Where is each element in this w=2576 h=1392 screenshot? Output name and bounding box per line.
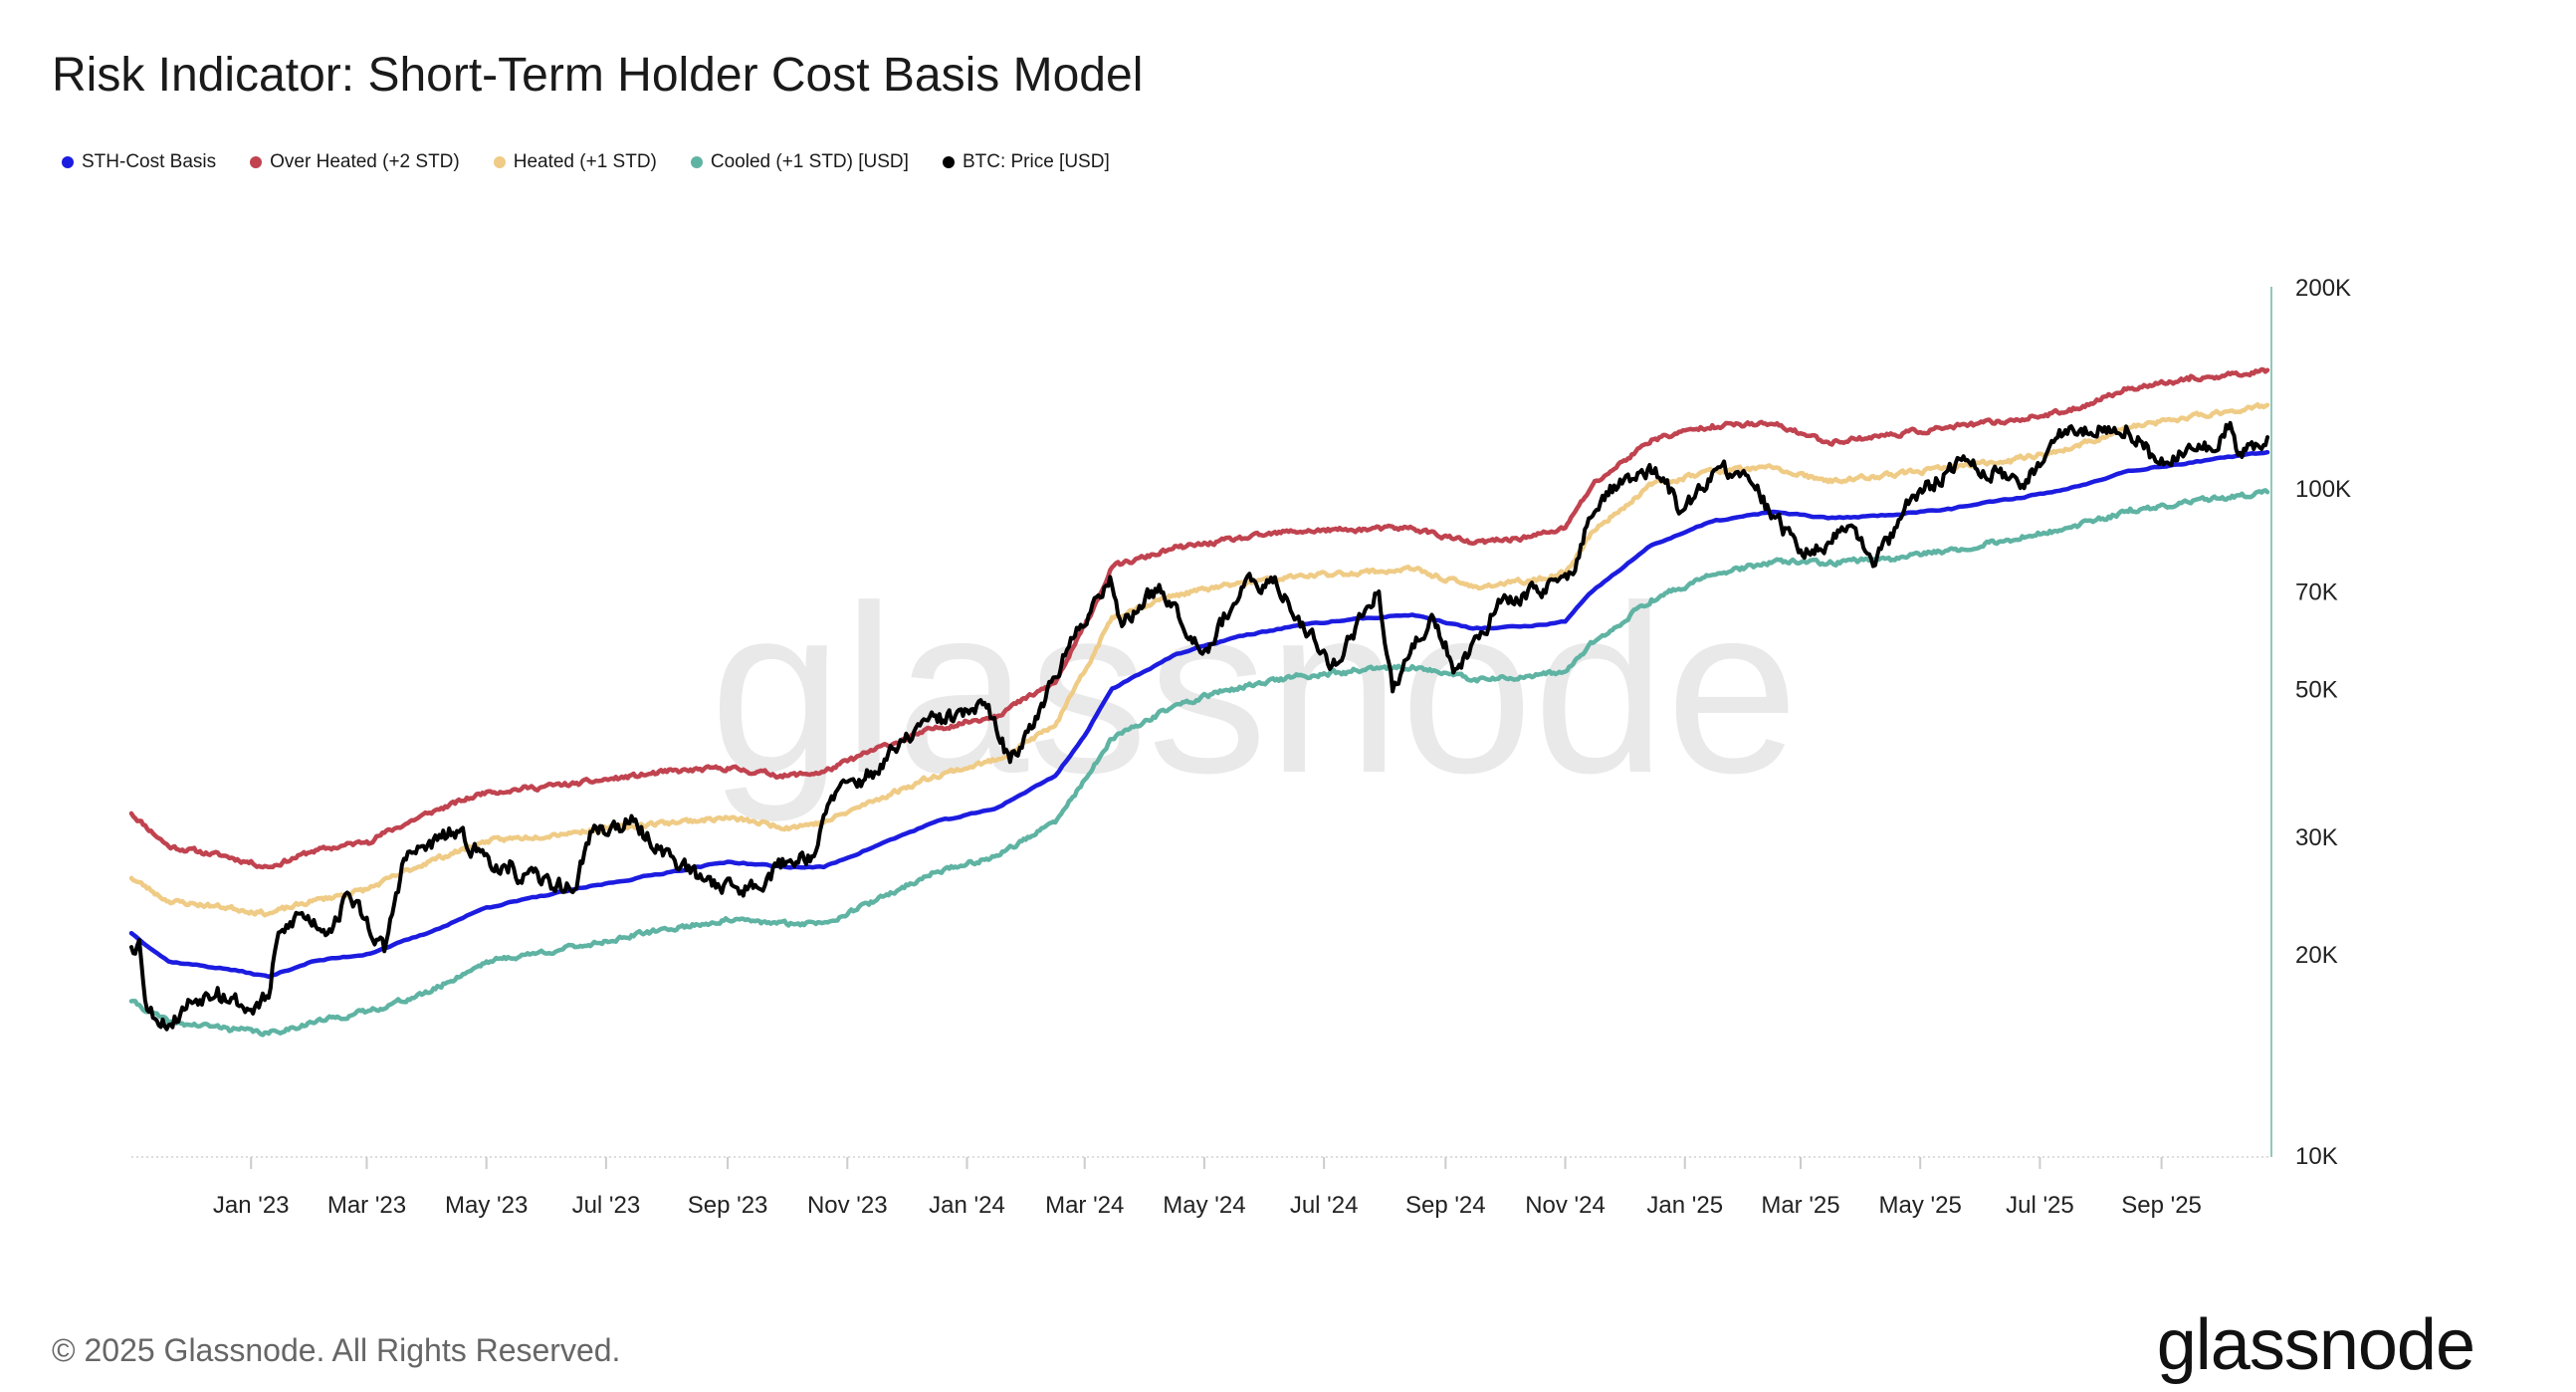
x-tick-label: Sep '25 bbox=[2121, 1192, 2202, 1219]
x-tick-label: Jul '24 bbox=[1290, 1192, 1359, 1219]
series-line-heated-1-std bbox=[128, 401, 2270, 918]
legend-dot-icon bbox=[62, 156, 74, 168]
legend-dot-icon bbox=[493, 156, 506, 168]
legend-item-heated[interactable]: Heated (+1 STD) bbox=[493, 151, 657, 173]
y-axis: 10K 20K 30K 50K 70K 100K 200K bbox=[2295, 275, 2351, 1170]
series-line-cooled-1-std-usd bbox=[128, 488, 2270, 1038]
legend-label: BTC: Price [USD] bbox=[962, 151, 1110, 172]
legend-label: STH-Cost Basis bbox=[82, 151, 217, 172]
y-tick-label: 30K bbox=[2295, 824, 2338, 851]
legend-dot-icon bbox=[250, 156, 263, 168]
chart-legend: STH-Cost Basis Over Heated (+2 STD) Heat… bbox=[62, 151, 1144, 173]
y-tick-label: 100K bbox=[2295, 476, 2351, 503]
legend-dot-icon bbox=[690, 156, 703, 168]
x-tick-label: May '25 bbox=[1879, 1192, 1962, 1219]
y-tick-label: 70K bbox=[2295, 580, 2338, 606]
x-tick-label: May '23 bbox=[445, 1192, 528, 1219]
x-tick-label: Nov '24 bbox=[1525, 1192, 1606, 1219]
copyright-text: © 2025 Glassnode. All Rights Reserved. bbox=[52, 1332, 621, 1368]
series-line-btc-price-usd bbox=[129, 420, 2269, 1032]
watermark-text: glassnode bbox=[710, 556, 1799, 822]
x-tick-label: Mar '25 bbox=[1761, 1192, 1839, 1219]
y-tick-label: 10K bbox=[2295, 1143, 2338, 1170]
legend-label: Heated (+1 STD) bbox=[513, 151, 657, 172]
x-tick-label: Sep '24 bbox=[1405, 1192, 1486, 1219]
series-layer bbox=[128, 366, 2270, 1038]
legend-label: Over Heated (+2 STD) bbox=[270, 151, 460, 172]
y-tick-label: 20K bbox=[2295, 942, 2338, 969]
x-tick-label: Jul '25 bbox=[2006, 1192, 2074, 1219]
x-tick-label: Sep '23 bbox=[688, 1192, 768, 1219]
x-tick-label: Jan '23 bbox=[213, 1192, 290, 1219]
legend-item-btc-price[interactable]: BTC: Price [USD] bbox=[942, 151, 1110, 173]
x-axis: Jan '23 Mar '23 May '23 Jul '23 Sep '23 Nov '… bbox=[213, 1157, 2202, 1219]
legend-dot-icon bbox=[942, 156, 955, 168]
plot-frame bbox=[131, 287, 2272, 1158]
x-tick-label: Jan '24 bbox=[929, 1192, 1005, 1219]
y-tick-label: 50K bbox=[2295, 677, 2338, 704]
series-line-over-heated-2-std bbox=[128, 366, 2270, 870]
brand-logo: glassnode bbox=[2156, 1305, 2475, 1385]
x-tick-label: Mar '24 bbox=[1045, 1192, 1124, 1219]
x-tick-label: May '24 bbox=[1163, 1192, 1245, 1219]
legend-label: Cooled (+1 STD) [USD] bbox=[710, 151, 909, 172]
legend-item-over-heated[interactable]: Over Heated (+2 STD) bbox=[250, 151, 460, 173]
legend-item-sth-cost-basis[interactable]: STH-Cost Basis bbox=[62, 151, 216, 173]
y-tick-label: 200K bbox=[2295, 275, 2351, 302]
x-tick-label: Nov '23 bbox=[807, 1192, 888, 1219]
x-tick-label: Mar '23 bbox=[327, 1192, 406, 1219]
legend-item-cooled[interactable]: Cooled (+1 STD) [USD] bbox=[690, 151, 909, 173]
x-tick-label: Jul '23 bbox=[572, 1192, 641, 1219]
x-tick-label: Jan '25 bbox=[1646, 1192, 1723, 1219]
chart-title: Risk Indicator: Short-Term Holder Cost B… bbox=[52, 49, 1144, 102]
